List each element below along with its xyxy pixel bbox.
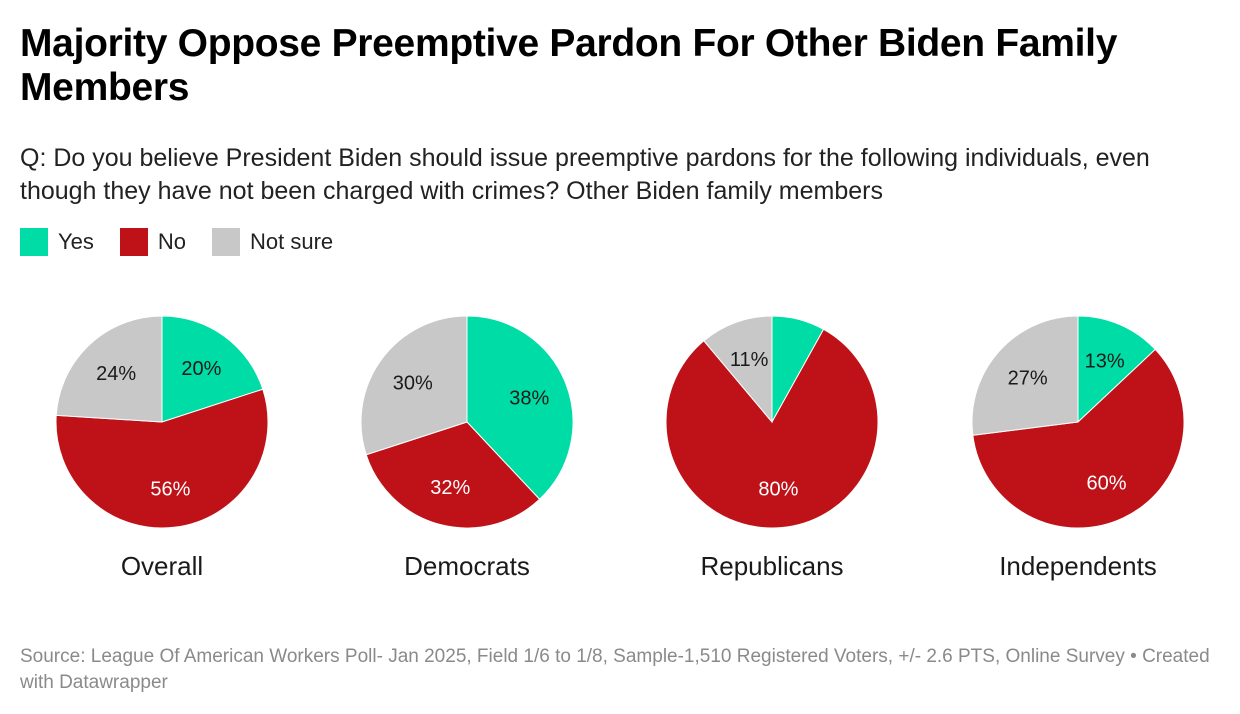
pie-democrats-label-yes: 38% [509,387,549,409]
pie-republicans-label-no: 80% [758,479,798,501]
legend-swatch-no [119,228,148,256]
pie-democrats: 38% 32% 30% Democrats [360,315,574,581]
pie-independents-label-not-sure: 27% [1008,368,1048,390]
pie-overall-slice-yes [161,315,264,423]
pie-democrats-slice-no [365,421,541,529]
legend-label-no: No [157,229,187,254]
legend-swatch-yes [20,228,48,256]
legend-item-no: No [119,228,187,256]
pie-independents-label-no: 60% [1086,473,1126,495]
pie-independents: 13% 60% 27% Independents [971,315,1185,581]
legend-item-yes: Yes [20,228,94,256]
pie-overall-label-not-sure: 24% [96,363,136,385]
legend-swatch-not-sure [212,228,241,256]
legend-label-yes: Yes [58,229,94,254]
pie-charts-area: 20% 56% 24% Overall 38% 32% 30% Democrats 80% 11%… [0,300,1240,600]
chart-title: Majority Oppose Preemptive Pardon For Ot… [20,22,1118,109]
chart-subtitle: Q: Do you believe President Biden should… [20,144,1150,205]
legend-item-not-sure: Not sure [212,228,333,256]
pie-republicans-label-not-sure: 11% [730,349,769,371]
pie-republicans-title: Republicans [700,551,843,581]
pie-democrats-slice-not-sure [360,315,468,456]
source-footer: Source: League Of American Workers Poll-… [20,646,1210,693]
pie-overall-label-yes: 20% [181,358,221,380]
pie-independents-slice-yes [1077,315,1156,424]
legend: Yes No Not sure [20,228,359,256]
pie-republicans-slice-no [665,328,879,529]
pie-independents-title: Independents [999,551,1157,581]
pie-charts-svg: 20% 56% 24% Overall 38% 32% 30% Democrats 80% 11%… [55,315,1185,581]
pie-overall: 20% 56% 24% Overall [55,315,269,581]
pie-republicans-slice-not-sure [703,315,773,424]
pie-republicans: 80% 11% Republicans [665,315,879,581]
pie-overall-slice-no [55,388,269,529]
pie-overall-slice-not-sure [55,315,163,423]
legend-label-not-sure: Not sure [250,229,334,254]
pie-independents-slice-not-sure [971,315,1079,436]
pie-democrats-title: Democrats [404,551,530,581]
pie-democrats-label-no: 32% [430,477,470,499]
pie-democrats-label-not-sure: 30% [393,373,433,395]
pie-overall-label-no: 56% [150,479,190,501]
pie-independents-slice-no [972,348,1185,529]
pie-independents-label-yes: 13% [1085,351,1125,373]
pie-overall-title: Overall [121,551,203,581]
pie-democrats-slice-yes [466,315,574,500]
